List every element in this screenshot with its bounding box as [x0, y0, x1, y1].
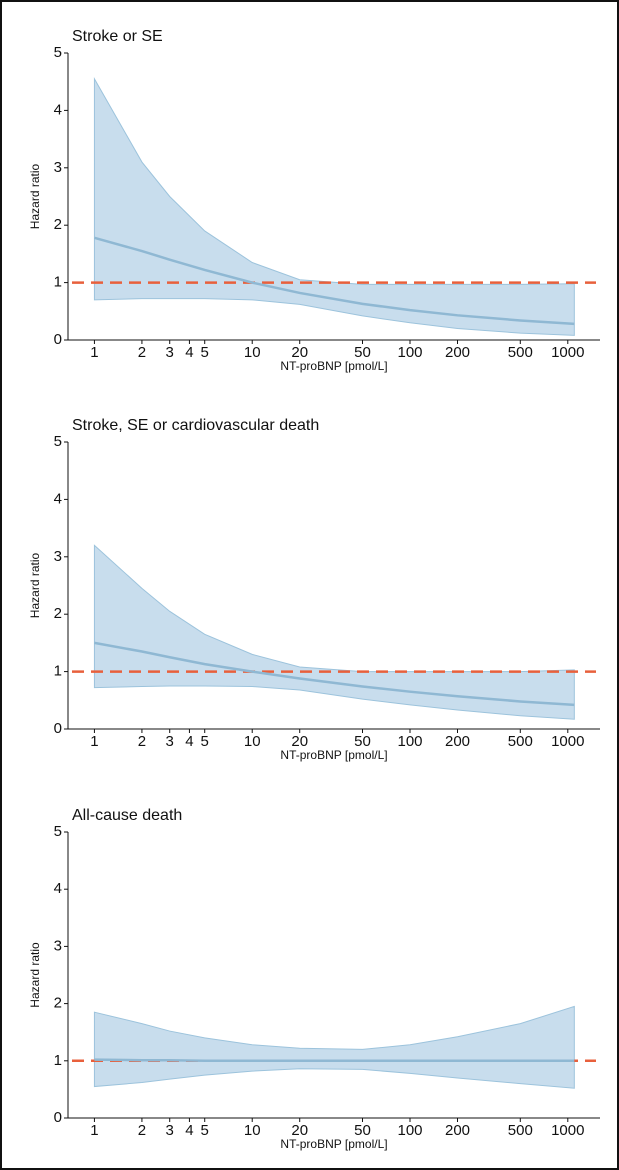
x-tick-label: 1 [90, 733, 98, 750]
x-tick-label: 2 [138, 1122, 146, 1139]
x-tick-label: 10 [244, 733, 261, 750]
confidence-band [93, 544, 575, 720]
x-tick-label: 100 [397, 733, 422, 750]
x-tick-label: 1 [90, 344, 98, 361]
y-tick-label: 0 [54, 331, 62, 348]
x-axis-title: NT-proBNP [pmol/L] [280, 359, 387, 373]
y-axis-title: Hazard ratio [28, 553, 42, 619]
y-tick-label: 2 [54, 605, 62, 622]
y-tick-label: 5 [54, 44, 62, 61]
x-tick-label: 50 [354, 733, 371, 750]
y-tick-label: 5 [54, 433, 62, 450]
y-tick-label: 0 [54, 720, 62, 737]
x-tick-label: 100 [397, 344, 422, 361]
x-tick-label: 5 [201, 733, 209, 750]
x-tick-label: 200 [445, 733, 470, 750]
x-tick-label: 20 [291, 1122, 308, 1139]
x-axis-title: NT-proBNP [pmol/L] [280, 1137, 387, 1151]
x-tick-label: 20 [291, 733, 308, 750]
y-tick-label: 3 [54, 159, 62, 176]
x-axis-title: NT-proBNP [pmol/L] [280, 748, 387, 762]
x-tick-label: 4 [185, 344, 193, 361]
x-tick-label: 4 [185, 1122, 193, 1139]
y-tick-label: 0 [54, 1109, 62, 1126]
x-tick-label: 200 [445, 1122, 470, 1139]
y-tick-label: 3 [54, 548, 62, 565]
y-tick-label: 1 [54, 274, 62, 291]
x-tick-label: 200 [445, 344, 470, 361]
y-tick-label: 4 [54, 490, 62, 507]
confidence-band [93, 1005, 575, 1089]
x-tick-label: 500 [508, 733, 533, 750]
x-tick-label: 1000 [551, 1122, 584, 1139]
x-tick-label: 500 [508, 1122, 533, 1139]
y-axis-title: Hazard ratio [28, 164, 42, 230]
x-tick-label: 5 [201, 1122, 209, 1139]
hazard-line [94, 1058, 575, 1063]
y-axis-title: Hazard ratio [28, 942, 42, 1008]
x-tick-label: 4 [185, 733, 193, 750]
x-tick-label: 3 [166, 344, 174, 361]
x-tick-label: 50 [354, 344, 371, 361]
chart-title: All-cause death [72, 807, 182, 824]
y-tick-label: 5 [54, 823, 62, 840]
chart-title: Stroke, SE or cardiovascular death [72, 417, 319, 434]
x-tick-label: 20 [291, 344, 308, 361]
x-tick-label: 50 [354, 1122, 371, 1139]
chart-title: Stroke or SE [72, 28, 163, 45]
y-tick-label: 2 [54, 995, 62, 1012]
x-tick-label: 1000 [551, 733, 584, 750]
y-tick-label: 1 [54, 1052, 62, 1069]
hazard-line [94, 236, 575, 326]
y-tick-label: 3 [54, 937, 62, 954]
hazard-line [94, 641, 575, 707]
x-tick-label: 500 [508, 344, 533, 361]
x-tick-label: 5 [201, 344, 209, 361]
x-tick-label: 3 [166, 1122, 174, 1139]
x-tick-label: 10 [244, 344, 261, 361]
y-tick-label: 4 [54, 101, 62, 118]
x-tick-label: 3 [166, 733, 174, 750]
x-tick-label: 1000 [551, 344, 584, 361]
y-tick-label: 4 [54, 880, 62, 897]
y-tick-label: 1 [54, 663, 62, 680]
y-tick-label: 2 [54, 216, 62, 233]
x-tick-label: 2 [138, 733, 146, 750]
x-tick-label: 1 [90, 1122, 98, 1139]
x-tick-label: 100 [397, 1122, 422, 1139]
x-tick-label: 10 [244, 1122, 261, 1139]
x-tick-label: 2 [138, 344, 146, 361]
